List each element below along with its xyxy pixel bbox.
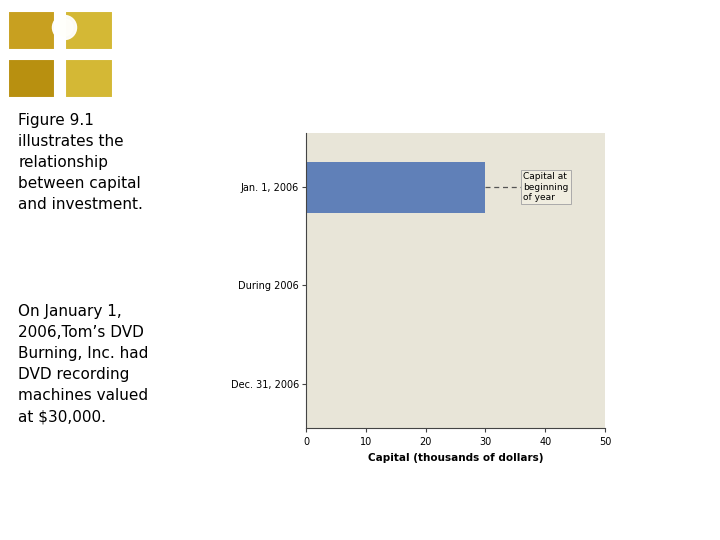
FancyBboxPatch shape: [8, 59, 55, 98]
FancyBboxPatch shape: [66, 11, 112, 50]
Point: [58, 23, 69, 31]
Text: On January 1,
2006,Tom’s DVD
Burning, Inc. had
DVD recording
machines valued
at : On January 1, 2006,Tom’s DVD Burning, In…: [19, 304, 149, 424]
Text: Figure 9.1
illustrates the
relationship
between capital
and investment.: Figure 9.1 illustrates the relationship …: [19, 113, 143, 212]
Text: Capital at
beginning
of year: Capital at beginning of year: [523, 172, 569, 202]
Bar: [306, 161, 485, 213]
FancyBboxPatch shape: [8, 11, 55, 50]
Text: 9.1 CAPITAL, INVESTMENT, WEALTH, SAVING: 9.1 CAPITAL, INVESTMENT, WEALTH, SAVING: [132, 72, 509, 87]
FancyBboxPatch shape: [66, 59, 112, 98]
Point: [58, 23, 69, 31]
X-axis label: Capital (thousands of dollars): Capital (thousands of dollars): [368, 453, 544, 463]
